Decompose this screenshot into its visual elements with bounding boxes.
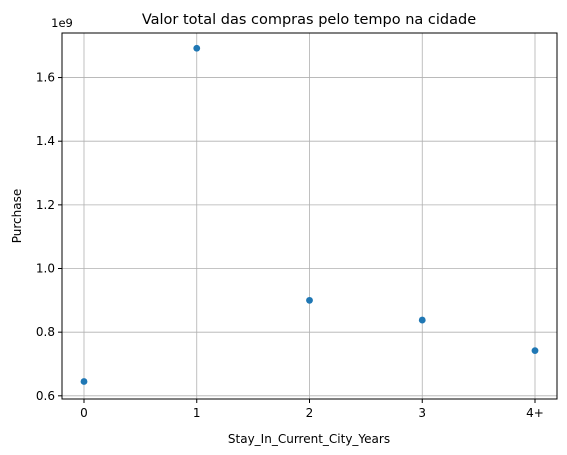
data-point	[80, 378, 88, 385]
x-tick-label: 0	[80, 406, 88, 420]
x-tick-label: 1	[193, 406, 201, 420]
y-tick-label: 1.6	[36, 71, 55, 85]
y-tick-label: 0.8	[36, 325, 55, 339]
y-tick-label: 1.0	[36, 262, 55, 276]
data-point	[193, 44, 201, 52]
y-tick-label: 1.4	[36, 134, 55, 148]
axis-ticks: 0 1 2 3 4+ 0.6 0.8 1.0 1.2 1.4 1.6	[36, 71, 544, 420]
data-points	[80, 44, 539, 385]
y-axis-label: Purchase	[10, 189, 24, 244]
data-point	[418, 316, 426, 324]
data-point	[531, 347, 539, 355]
data-point	[306, 296, 313, 304]
x-tick-label: 2	[306, 406, 314, 420]
x-tick-label: 3	[418, 406, 426, 420]
x-tick-label: 4+	[526, 406, 544, 420]
y-tick-label: 0.6	[36, 389, 55, 403]
x-axis-label: Stay_In_Current_City_Years	[228, 432, 390, 446]
grid	[62, 33, 557, 399]
chart-title: Valor total das compras pelo tempo na ci…	[142, 12, 476, 28]
y-offset-label: 1e9	[51, 16, 73, 30]
y-tick-label: 1.2	[36, 198, 55, 212]
